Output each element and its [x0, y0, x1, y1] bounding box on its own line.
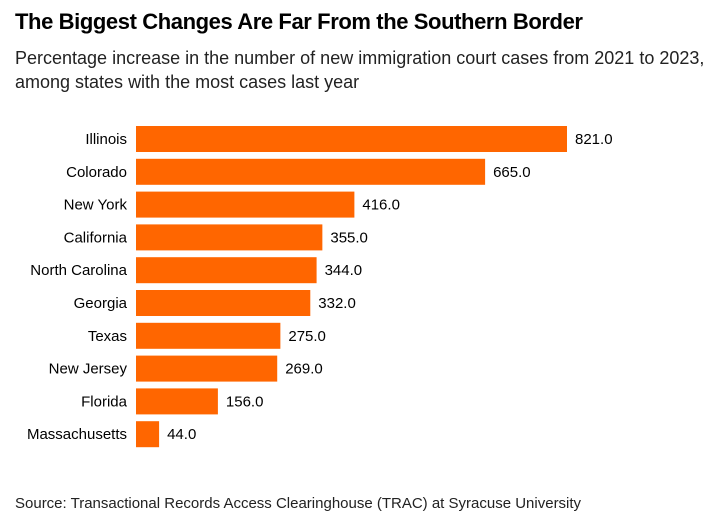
bar-massachusetts [136, 421, 160, 448]
category-label: Georgia [74, 295, 128, 312]
category-label: Florida [81, 393, 128, 410]
category-label: New Jersey [49, 361, 128, 378]
bar-illinois [136, 126, 567, 152]
bar-north-carolina [136, 257, 317, 284]
value-label: 416.0 [362, 197, 400, 214]
category-label: New York [64, 197, 128, 214]
source-note: Source: Transactional Records Access Cle… [15, 495, 582, 512]
category-label: Massachusetts [27, 426, 127, 443]
value-label: 156.0 [226, 393, 264, 410]
chart-subtitle: Percentage increase in the number of new… [15, 48, 705, 92]
category-label: Colorado [66, 164, 127, 181]
bar-new-jersey [136, 355, 278, 382]
value-label: 344.0 [325, 262, 363, 279]
value-label: 821.0 [575, 131, 613, 148]
bar-georgia [136, 290, 311, 316]
bar-chart: Illinois 821.0 Colorado 665.0 New York 416.0 C… [27, 126, 613, 448]
bar-colorado [136, 158, 486, 185]
bar-california [136, 224, 323, 251]
value-label: 332.0 [318, 295, 356, 312]
category-label: Texas [88, 328, 127, 345]
category-label: Illinois [85, 131, 127, 148]
value-label: 275.0 [288, 328, 326, 345]
value-label: 269.0 [285, 361, 323, 378]
value-label: 44.0 [167, 426, 196, 443]
category-label: North Carolina [30, 262, 127, 279]
bar-texas [136, 322, 281, 349]
chart-title: The Biggest Changes Are Far From the Sou… [15, 9, 583, 34]
value-label: 665.0 [493, 164, 531, 181]
value-label: 355.0 [330, 229, 368, 246]
category-label: California [64, 229, 128, 246]
bar-florida [136, 388, 218, 415]
bar-new-york [136, 191, 355, 218]
